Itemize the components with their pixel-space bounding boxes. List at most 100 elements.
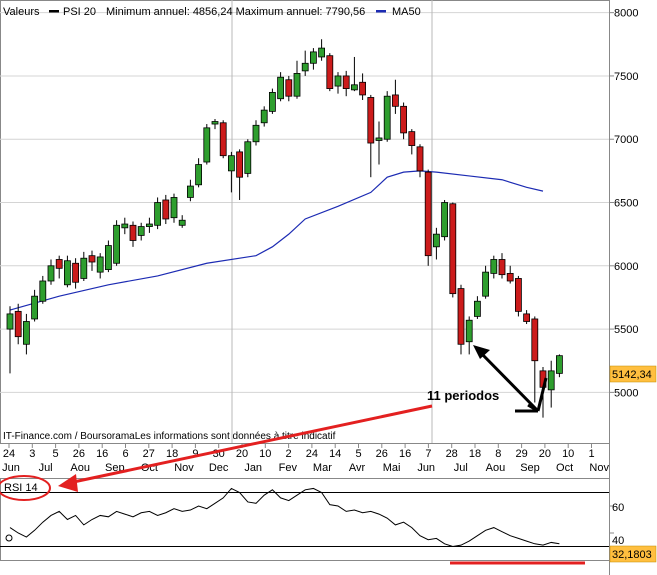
- x-tick-label: 2: [286, 448, 292, 460]
- candle: [195, 158, 203, 188]
- candle: [31, 289, 39, 322]
- candle: [432, 227, 440, 260]
- candle-body: [88, 255, 96, 263]
- x-tick-label: 6: [122, 448, 128, 460]
- candle: [22, 313, 30, 355]
- candle-body: [375, 137, 383, 141]
- candle: [293, 60, 301, 99]
- legend-stats: Minimum annuel: 4856,24 Maximum annuel: …: [106, 6, 365, 18]
- x-month-label: Mar: [313, 462, 332, 474]
- candle: [531, 316, 539, 403]
- candle-body: [359, 81, 367, 96]
- candle-body: [547, 370, 555, 391]
- candle: [473, 296, 481, 319]
- x-tick-label: 18: [469, 448, 481, 460]
- x-month-label: Dec: [209, 462, 229, 474]
- candle-body: [285, 79, 293, 97]
- rsi-polyline: [9, 487, 560, 548]
- candle: [227, 151, 235, 193]
- candle-body: [350, 84, 358, 91]
- x-month-label: Jul: [454, 462, 468, 474]
- candle: [359, 73, 367, 100]
- source-note: IT-Finance.com / BoursoramaLes informati…: [3, 431, 336, 442]
- price-tick-label: 7500: [614, 71, 638, 83]
- candle-body: [195, 164, 203, 186]
- candle-body: [113, 224, 120, 264]
- candle: [178, 215, 186, 228]
- rsi-tick-60: 60: [612, 502, 624, 514]
- candle-body: [154, 202, 162, 226]
- candle-body: [137, 226, 145, 236]
- candle: [137, 222, 145, 241]
- last-price-box: [609, 365, 657, 383]
- candle-body: [293, 73, 301, 97]
- candle: [506, 265, 514, 284]
- rsi-label: RSI 14: [4, 482, 38, 494]
- candle: [72, 258, 79, 289]
- candle-body: [309, 51, 317, 64]
- candle: [14, 303, 22, 345]
- candle-body: [432, 233, 440, 248]
- x-tick-label: 7: [425, 448, 431, 460]
- price-tick-label: 5000: [614, 387, 638, 399]
- x-month-label: Sep: [520, 462, 540, 474]
- x-month-label: Jul: [39, 462, 53, 474]
- candle: [391, 79, 399, 114]
- candle-body: [523, 313, 530, 322]
- ma50-polyline: [9, 170, 544, 311]
- candle: [556, 354, 563, 378]
- candle: [55, 255, 63, 279]
- candle: [203, 124, 211, 165]
- rsi-grid: [0, 492, 614, 547]
- candle-body: [72, 262, 79, 283]
- candle-body: [96, 256, 104, 273]
- candle-body: [391, 94, 399, 107]
- x-tick-label: 24: [3, 448, 15, 460]
- candle: [80, 251, 88, 281]
- candle: [129, 221, 137, 247]
- x-tick-label: 29: [515, 448, 527, 460]
- candle-body: [490, 259, 498, 274]
- candle: [515, 275, 522, 317]
- candle: [244, 139, 252, 178]
- legend-valeurs: Valeurs: [3, 6, 40, 18]
- candle: [342, 70, 350, 97]
- x-tick-label: 8: [495, 448, 501, 460]
- candle: [301, 50, 309, 76]
- candle: [490, 255, 498, 279]
- candle-body: [342, 75, 350, 89]
- candle-body: [6, 313, 14, 330]
- legend: Valeurs PSI 20 Minimum annuel: 4856,24 M…: [3, 6, 421, 18]
- candle: [465, 316, 473, 355]
- rsi-start-marker: [5, 534, 13, 542]
- ma50-line: [9, 170, 544, 311]
- x-tick-label: 9: [192, 448, 198, 460]
- legend-psi-swatch: [49, 10, 59, 13]
- candles: [6, 39, 563, 418]
- candle-body: [367, 97, 375, 144]
- candle: [424, 169, 432, 266]
- x-tick-label: 3: [29, 448, 35, 460]
- candle: [375, 121, 383, 165]
- candle: [482, 265, 490, 299]
- candle-body: [219, 122, 227, 157]
- candle-body: [31, 295, 39, 320]
- candle-body: [260, 109, 268, 124]
- x-month-label: Jun: [2, 462, 20, 474]
- candle: [211, 118, 219, 130]
- candle: [498, 253, 506, 279]
- legend-ma50: MA50: [392, 6, 421, 18]
- candle-body: [482, 271, 490, 297]
- x-tick-label: 16: [399, 448, 411, 460]
- candle-body: [268, 91, 276, 112]
- candle: [326, 53, 334, 92]
- x-month-label: Aou: [70, 462, 90, 474]
- price-tick-label: 8000: [614, 8, 638, 20]
- x-month-label: Aou: [486, 462, 506, 474]
- x-tick-label: 1: [588, 448, 594, 460]
- last-price-label: 5142,34: [612, 369, 652, 381]
- candle: [367, 94, 375, 178]
- candle-body: [211, 121, 219, 125]
- rsi-tick-40: 40: [612, 535, 624, 547]
- candle-body: [473, 300, 481, 317]
